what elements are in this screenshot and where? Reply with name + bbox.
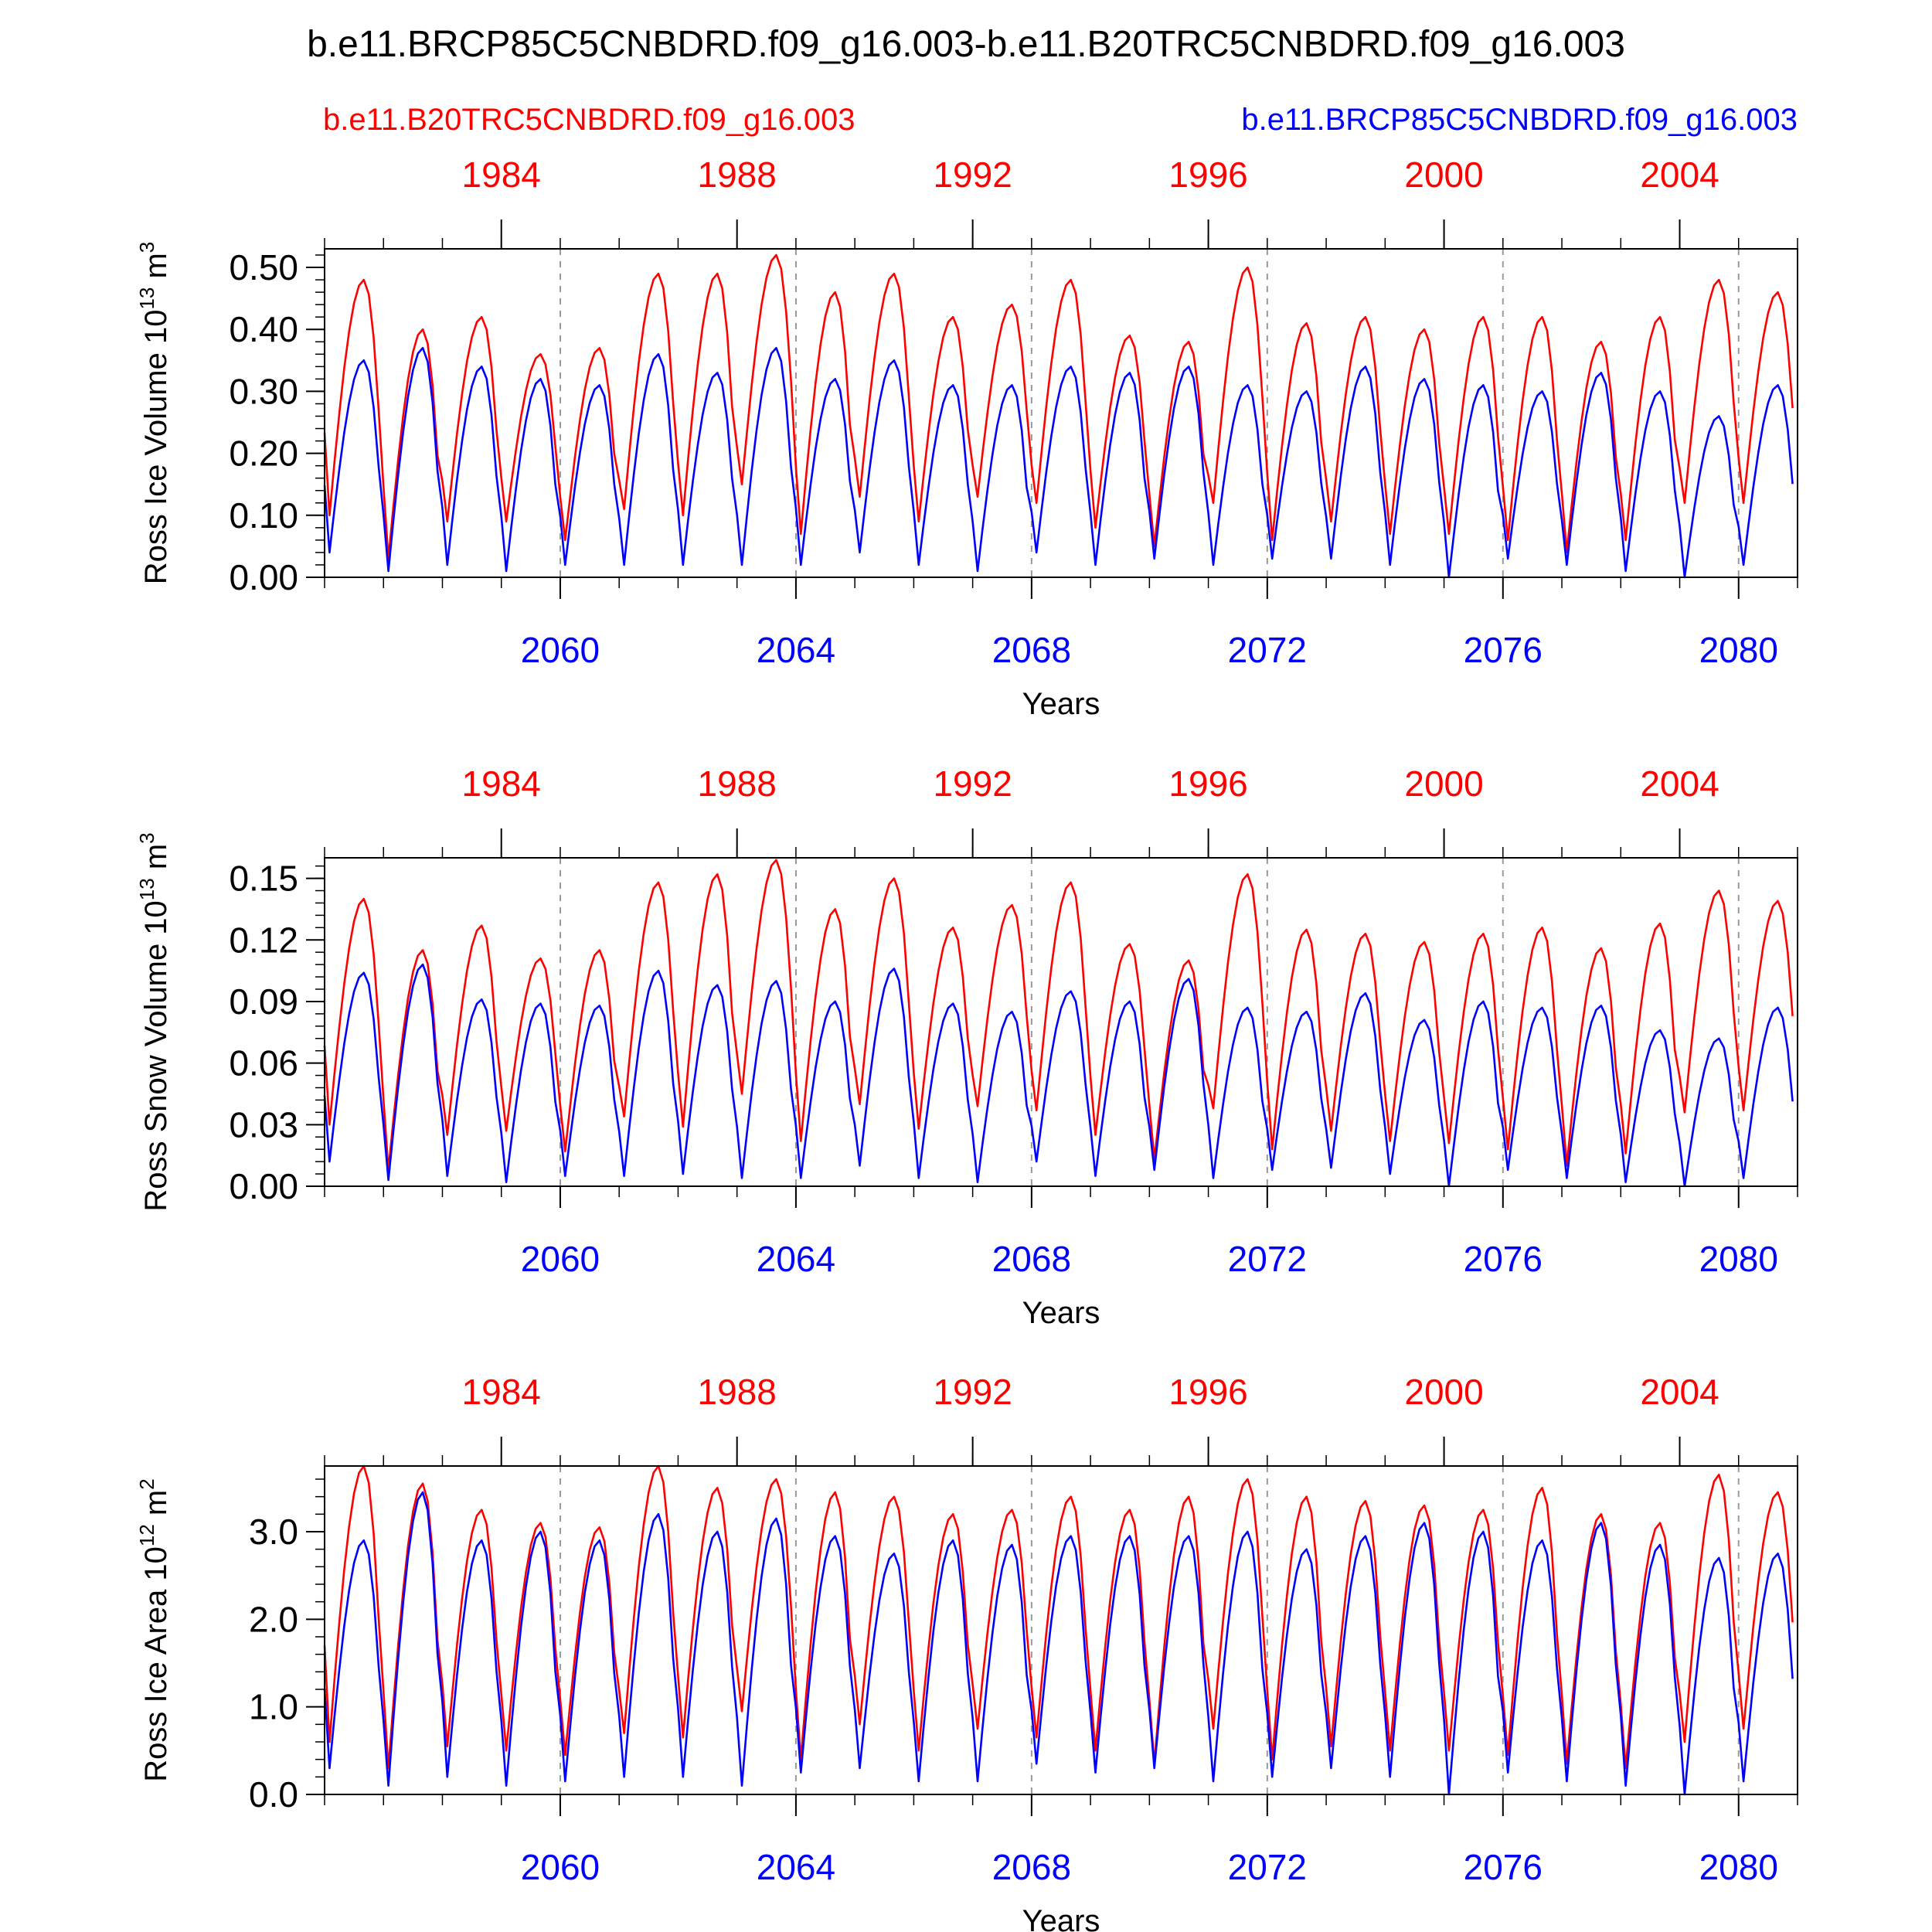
x-bottom-tick-label: 2060 bbox=[521, 1239, 600, 1279]
y-tick-label: 0.30 bbox=[229, 371, 298, 411]
series-line-red bbox=[323, 253, 1794, 560]
x-axis-title: Years bbox=[1022, 1904, 1100, 1932]
y-tick-label: 0.00 bbox=[229, 557, 298, 597]
y-axis-title-text: Ross Snow Volume 10 bbox=[139, 900, 173, 1211]
x-bottom-tick-label: 2080 bbox=[1699, 1239, 1778, 1279]
y-tick-label: 0.09 bbox=[229, 981, 298, 1022]
y-axis-title-exponent: 13 bbox=[135, 878, 158, 900]
x-top-tick-label: 1992 bbox=[933, 764, 1012, 804]
x-bottom-tick-label: 2068 bbox=[992, 630, 1071, 670]
y-axis-title: Ross Ice Volume 1013 m3 bbox=[135, 242, 173, 585]
x-bottom-tick-label: 2060 bbox=[521, 1847, 600, 1887]
y-axis-title-exponent: 12 bbox=[135, 1524, 158, 1546]
x-bottom-tick-label: 2080 bbox=[1699, 1847, 1778, 1887]
x-top-tick-label: 1988 bbox=[698, 1372, 777, 1412]
y-tick-label: 0.15 bbox=[229, 859, 298, 899]
x-bottom-tick-label: 2072 bbox=[1228, 630, 1307, 670]
x-top-tick-label: 1996 bbox=[1168, 764, 1247, 804]
x-bottom-tick-label: 2076 bbox=[1464, 630, 1543, 670]
x-bottom-tick-label: 2060 bbox=[521, 630, 600, 670]
legend-red-case: b.e11.B20TRC5CNBDRD.f09_g16.003 bbox=[323, 103, 855, 137]
y-tick-label: 1.0 bbox=[249, 1687, 298, 1727]
y-axis-title-unit-exponent: 3 bbox=[135, 832, 158, 843]
x-bottom-tick-label: 2080 bbox=[1699, 630, 1778, 670]
x-top-tick-label: 1996 bbox=[1168, 155, 1247, 195]
y-tick-label: 3.0 bbox=[249, 1512, 298, 1552]
plot-frame bbox=[324, 857, 1798, 1187]
x-bottom-tick-label: 2076 bbox=[1464, 1239, 1543, 1279]
panels-container: 0.00 0.10 0.20 0.30 0.40 0.50 2060 2064 2068 2072… bbox=[135, 155, 1798, 1932]
y-tick-label: 0.50 bbox=[229, 247, 298, 287]
x-axis-title: Years bbox=[1022, 687, 1100, 721]
y-axis-title: Ross Snow Volume 1013 m3 bbox=[135, 832, 173, 1211]
y-axis-title-text: Ross Ice Area 10 bbox=[139, 1546, 173, 1782]
x-bottom-tick-label: 2064 bbox=[757, 1847, 835, 1887]
y-tick-label: 0.0 bbox=[249, 1774, 298, 1815]
y-tick-label: 0.00 bbox=[229, 1166, 298, 1206]
plot-frame bbox=[324, 1465, 1798, 1795]
y-tick-label: 0.10 bbox=[229, 495, 298, 536]
y-tick-label: 0.06 bbox=[229, 1043, 298, 1083]
x-top-tick-label: 1984 bbox=[462, 155, 541, 195]
y-tick-label: 0.20 bbox=[229, 434, 298, 474]
plot-frame bbox=[324, 248, 1798, 578]
x-top-tick-label: 2004 bbox=[1640, 764, 1719, 804]
figure-title: b.e11.BRCP85C5CNBDRD.f09_g16.003-b.e11.B… bbox=[307, 24, 1625, 65]
y-axis-title: Ross Ice Area 1012 m2 bbox=[135, 1478, 173, 1781]
x-axis-title: Years bbox=[1022, 1296, 1100, 1330]
series-line-blue bbox=[323, 1491, 1794, 1796]
panel-3: 0.0 1.0 2.0 3.0 2060 2064 2068 2072 2076 2080 1984… bbox=[135, 1372, 1798, 1932]
panel-1: 0.00 0.10 0.20 0.30 0.40 0.50 2060 2064 2068 2072… bbox=[135, 155, 1798, 721]
x-bottom-tick-label: 2064 bbox=[757, 1239, 835, 1279]
y-axis-title-unit: m bbox=[139, 1490, 173, 1524]
x-bottom-tick-label: 2076 bbox=[1464, 1847, 1543, 1887]
x-top-tick-label: 1988 bbox=[698, 155, 777, 195]
y-tick-label: 2.0 bbox=[249, 1599, 298, 1639]
x-bottom-tick-label: 2072 bbox=[1228, 1239, 1307, 1279]
x-top-tick-label: 1992 bbox=[933, 155, 1012, 195]
x-top-tick-label: 2000 bbox=[1404, 155, 1483, 195]
series-line-red bbox=[323, 1464, 1794, 1770]
y-axis-title-unit-exponent: 2 bbox=[135, 1478, 158, 1489]
y-axis-title-text: Ross Ice Volume 10 bbox=[139, 310, 173, 585]
x-top-tick-label: 1988 bbox=[698, 764, 777, 804]
legend-blue-case: b.e11.BRCP85C5CNBDRD.f09_g16.003 bbox=[1241, 103, 1798, 137]
x-bottom-tick-label: 2068 bbox=[992, 1239, 1071, 1279]
x-top-tick-label: 1984 bbox=[462, 764, 541, 804]
y-axis-title-unit: m bbox=[139, 253, 173, 287]
y-tick-label: 0.03 bbox=[229, 1104, 298, 1145]
panel-2: 0.00 0.03 0.06 0.09 0.12 0.15 2060 2064 2068 2072… bbox=[135, 764, 1798, 1330]
x-bottom-tick-label: 2064 bbox=[757, 630, 835, 670]
y-tick-label: 0.12 bbox=[229, 920, 298, 960]
x-top-tick-label: 2000 bbox=[1404, 764, 1483, 804]
series-line-blue bbox=[323, 347, 1794, 579]
y-axis-title-exponent: 13 bbox=[135, 287, 158, 310]
y-axis-title-unit: m bbox=[139, 844, 173, 878]
series-line-blue bbox=[323, 963, 1794, 1188]
x-top-tick-label: 1984 bbox=[462, 1372, 541, 1412]
x-top-tick-label: 2004 bbox=[1640, 1372, 1719, 1412]
x-top-tick-label: 1992 bbox=[933, 1372, 1012, 1412]
x-top-tick-label: 1996 bbox=[1168, 1372, 1247, 1412]
x-top-tick-label: 2000 bbox=[1404, 1372, 1483, 1412]
y-axis-title-unit-exponent: 3 bbox=[135, 242, 158, 253]
x-top-tick-label: 2004 bbox=[1640, 155, 1719, 195]
y-tick-label: 0.40 bbox=[229, 309, 298, 349]
series-line-red bbox=[323, 859, 1794, 1172]
x-bottom-tick-label: 2072 bbox=[1228, 1847, 1307, 1887]
x-bottom-tick-label: 2068 bbox=[992, 1847, 1071, 1887]
